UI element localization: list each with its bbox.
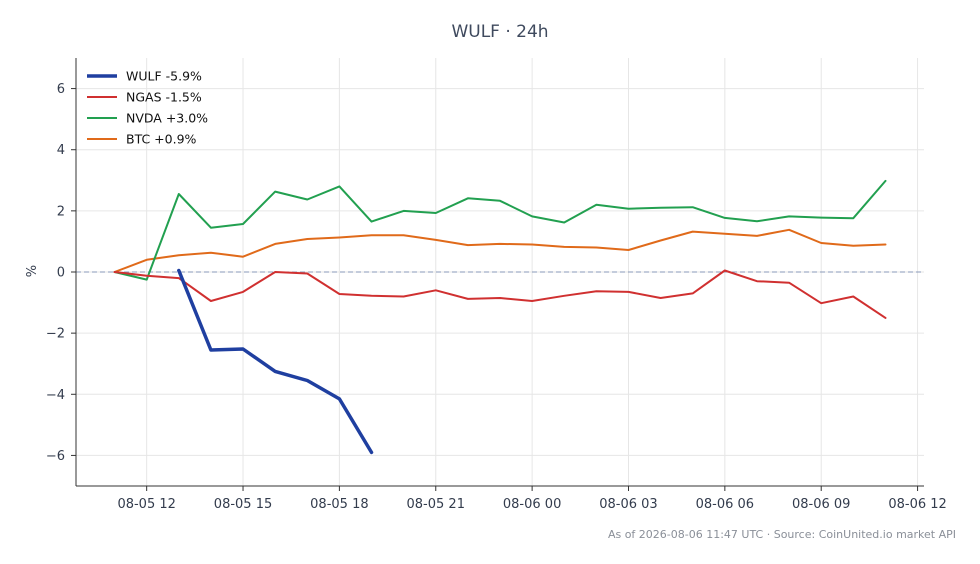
x-tick-label: 08-05 15: [214, 497, 272, 512]
x-tick-label: 08-05 21: [407, 497, 465, 512]
legend: WULF -5.9% NGAS -1.5% NVDA +3.0% BTC +0.9%: [87, 69, 208, 147]
x-tick-label: 08-06 09: [792, 497, 850, 512]
series-line-wulf: [177, 268, 374, 455]
legend-entry: NGAS -1.5%: [126, 90, 202, 105]
y-axis-label: %: [25, 265, 40, 277]
series-line-nvda: [113, 179, 887, 281]
x-tick-label: 08-06 12: [888, 497, 946, 512]
footer-source: As of 2026-08-06 11:47 UTC · Source: Coi…: [608, 528, 956, 541]
y-tick-label: 2: [57, 204, 65, 219]
chart-title: WULF · 24h: [451, 22, 548, 42]
x-tick-label: 08-06 06: [696, 497, 754, 512]
series-lines: [113, 179, 887, 455]
y-tick-label: 6: [57, 82, 65, 97]
x-tick-label: 08-06 03: [599, 497, 657, 512]
x-tick-label: 08-05 12: [117, 497, 175, 512]
x-tick-label: 08-06 00: [503, 497, 561, 512]
tick-labels: 08-05 12 08-05 15 08-05 18 08-05 21 08-06 00…: [46, 82, 947, 512]
legend-entry: WULF -5.9%: [126, 69, 202, 84]
series-line-btc: [113, 228, 887, 273]
y-tick-label: −6: [46, 449, 65, 464]
legend-entry: BTC +0.9%: [126, 132, 197, 147]
y-tick-label: 0: [57, 266, 65, 281]
legend-entry: NVDA +3.0%: [126, 111, 208, 126]
y-tick-label: −4: [46, 388, 65, 403]
y-tick-label: −2: [46, 327, 65, 342]
axes: [71, 58, 924, 491]
series-line-ngas: [113, 269, 887, 319]
x-tick-label: 08-05 18: [310, 497, 368, 512]
y-tick-label: 4: [57, 143, 65, 158]
